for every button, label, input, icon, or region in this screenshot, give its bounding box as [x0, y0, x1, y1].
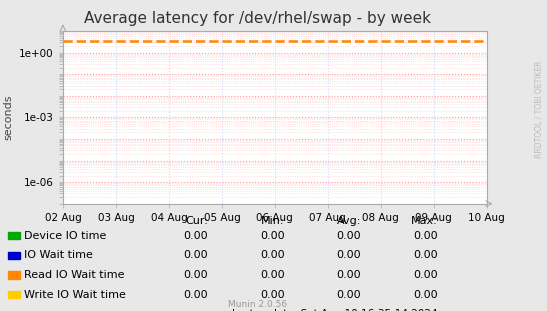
Text: 0.00: 0.00 [413, 231, 438, 241]
Text: 0.00: 0.00 [336, 250, 361, 260]
Text: 0.00: 0.00 [183, 270, 208, 280]
Text: 0.00: 0.00 [413, 270, 438, 280]
Text: 0.00: 0.00 [260, 250, 284, 260]
Text: 0.00: 0.00 [183, 250, 208, 260]
Text: Min:: Min: [261, 216, 284, 226]
Text: 0.00: 0.00 [413, 250, 438, 260]
Text: Munin 2.0.56: Munin 2.0.56 [228, 300, 287, 309]
Text: Write IO Wait time: Write IO Wait time [24, 290, 125, 299]
Text: 0.00: 0.00 [336, 290, 361, 299]
Text: 0.00: 0.00 [413, 290, 438, 299]
Text: RRDTOOL / TOBI OETIKER: RRDTOOL / TOBI OETIKER [534, 60, 543, 158]
Text: IO Wait time: IO Wait time [24, 250, 92, 260]
Text: Cur:: Cur: [185, 216, 208, 226]
Text: 0.00: 0.00 [336, 270, 361, 280]
Text: 0.00: 0.00 [336, 231, 361, 241]
Text: 0.00: 0.00 [183, 290, 208, 299]
Text: Average latency for /dev/rhel/swap - by week: Average latency for /dev/rhel/swap - by … [84, 11, 430, 26]
Y-axis label: seconds: seconds [4, 95, 14, 140]
Text: Last update: Sat Aug 10 16:35:14 2024: Last update: Sat Aug 10 16:35:14 2024 [232, 309, 438, 311]
Text: Avg:: Avg: [336, 216, 361, 226]
Text: Max:: Max: [411, 216, 438, 226]
Text: 0.00: 0.00 [260, 231, 284, 241]
Text: 0.00: 0.00 [260, 290, 284, 299]
Text: 0.00: 0.00 [183, 231, 208, 241]
Text: Device IO time: Device IO time [24, 231, 106, 241]
Text: Read IO Wait time: Read IO Wait time [24, 270, 124, 280]
Text: 0.00: 0.00 [260, 270, 284, 280]
